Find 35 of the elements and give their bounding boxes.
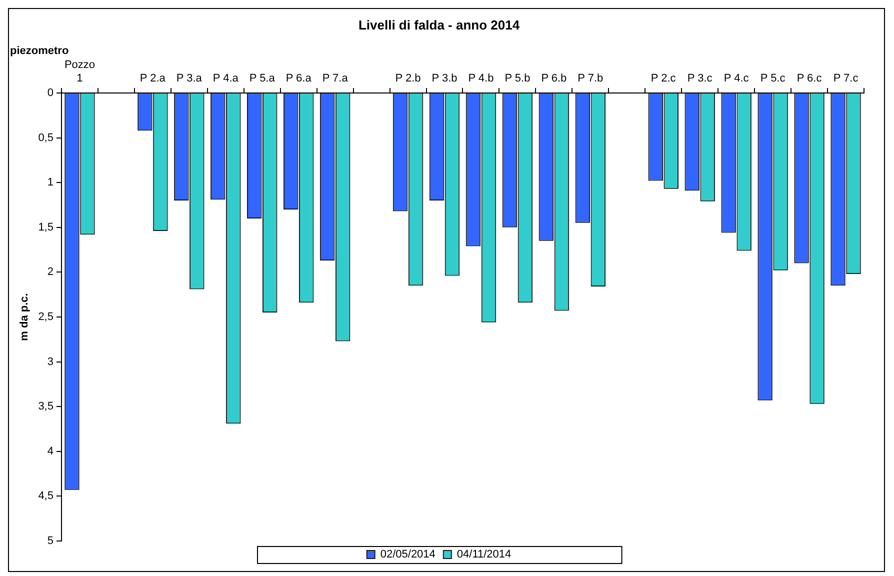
x-tick-label: P 6.a [286, 72, 312, 84]
x-tick-label: P 4.a [212, 72, 240, 84]
x-tick-label: P 3.a [176, 72, 203, 84]
y-tick-label: 0 [47, 87, 54, 100]
x-tick-label: P 4.b [468, 72, 494, 84]
legend-label: 04/11/2014 [456, 548, 512, 561]
x-tick-label: P 4.c [724, 72, 750, 84]
y-axis-title: m da p.c. [18, 293, 31, 341]
x-axis-title: piezometro [10, 45, 69, 58]
legend-label: 02/05/2014 [380, 548, 436, 561]
x-tick-label: P 7.c [833, 72, 859, 84]
y-tick-label: 1 [47, 176, 54, 189]
x-tick-label: P 2.a [140, 72, 166, 84]
chart-title: Livelli di falda - anno 2014 [358, 17, 520, 32]
y-tick-label: 0,5 [38, 132, 54, 144]
x-tick-label: P 3.b [432, 72, 458, 84]
x-tick-label: P 2.c [650, 72, 676, 84]
x-tick-label: P 6.c [796, 72, 822, 84]
x-tick-label: P 5.b [504, 72, 530, 84]
y-tick-label: 4,5 [38, 490, 54, 502]
x-tick-label: P 6.b [541, 72, 567, 84]
x-tick-label: P 2.b [395, 72, 421, 84]
x-tick-label: P 3.c [687, 72, 713, 84]
x-tick-label: P 5.c [760, 72, 786, 84]
y-tick-label: 1,5 [38, 221, 54, 234]
y-tick-label: 3 [47, 356, 54, 368]
x-tick-label: P 5.a [249, 72, 276, 84]
x-tick-label: Pozzo 1 [64, 59, 96, 84]
y-tick-label: 3,5 [38, 400, 54, 413]
y-tick-label: 4 [47, 445, 54, 458]
y-tick-label: 2,5 [38, 311, 54, 324]
y-tick-label: 5 [47, 535, 54, 548]
y-tick-label: 2 [47, 266, 54, 278]
x-tick-label: P 7.b [578, 72, 604, 84]
x-tick-label: P 7.a [322, 72, 349, 84]
